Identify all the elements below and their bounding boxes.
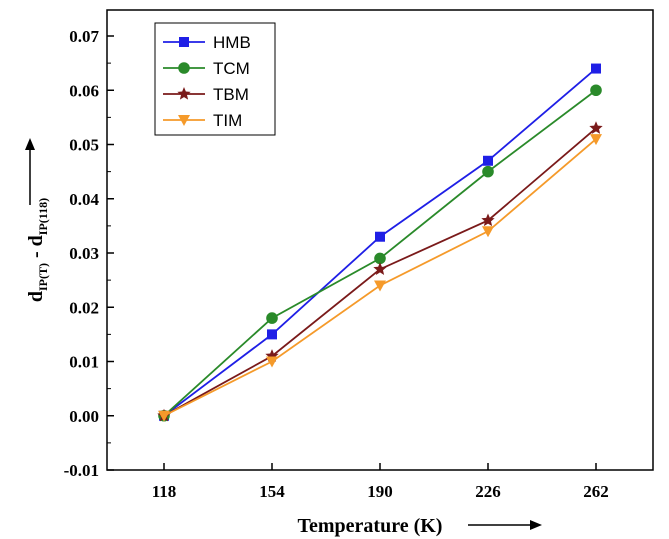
y-axis-title-sub-2: IP(118) xyxy=(36,198,50,235)
x-tick-label: 262 xyxy=(583,482,609,501)
y-axis-arrow xyxy=(25,138,35,205)
x-axis: 118 154 190 226 262 xyxy=(152,463,609,501)
data-point-hmb xyxy=(267,329,277,340)
x-tick-label: 118 xyxy=(152,482,177,501)
y-axis-title-separator: - xyxy=(25,246,47,263)
legend-item-hmb: HMB xyxy=(163,33,251,52)
legend-label-hmb: HMB xyxy=(213,33,251,52)
data-point-tim xyxy=(374,280,386,292)
series-line-tim xyxy=(163,138,597,417)
y-tick-label: -0.01 xyxy=(64,461,99,480)
legend-label-tcm: TCM xyxy=(213,59,250,78)
y-tick-label: 0.06 xyxy=(69,81,99,100)
data-point-tim xyxy=(482,226,494,238)
x-axis-title: Temperature (K) xyxy=(298,515,443,537)
series-layer xyxy=(157,63,603,422)
legend: HMB TCM TBM TIM xyxy=(154,22,276,136)
y-axis: -0.01 0.00 0.01 0.02 0.03 0.04 0.05 0.06 0.07 xyxy=(64,27,114,480)
series-tbm xyxy=(157,121,603,422)
y-tick-label: 0.00 xyxy=(69,407,99,426)
legend-marker-hmb xyxy=(179,37,189,47)
data-point-hmb xyxy=(591,63,601,74)
legend-label-tim: TIM xyxy=(213,111,242,130)
x-tick-label: 226 xyxy=(475,482,501,501)
y-axis-title-main-2: d xyxy=(25,235,47,246)
y-tick-label: 0.02 xyxy=(69,298,99,317)
data-point-tcm xyxy=(374,252,386,265)
y-axis-title-sub-1: IP(T) xyxy=(36,263,50,291)
y-tick-label: 0.01 xyxy=(69,353,99,372)
data-point-tbm xyxy=(373,262,387,275)
data-point-tcm xyxy=(590,84,602,97)
y-axis-title-group: dIP(T) - dIP(118) xyxy=(25,198,50,302)
legend-marker-tcm xyxy=(178,62,190,74)
y-axis-title-main-1: d xyxy=(25,291,47,302)
y-tick-label: 0.05 xyxy=(69,136,99,155)
legend-item-tbm: TBM xyxy=(163,85,249,104)
data-point-tim xyxy=(158,410,170,422)
data-point-tim xyxy=(590,134,602,146)
x-tick-label: 190 xyxy=(367,482,393,501)
data-point-tbm xyxy=(589,121,603,134)
y-tick-label: 0.07 xyxy=(69,27,99,46)
data-point-hmb xyxy=(375,231,385,242)
legend-item-tim: TIM xyxy=(163,111,242,130)
legend-marker-tbm xyxy=(177,87,191,100)
series-tim xyxy=(158,134,602,422)
y-tick-label: 0.03 xyxy=(69,244,99,263)
data-point-tim xyxy=(266,356,278,368)
data-point-hmb xyxy=(483,155,493,166)
data-point-tcm xyxy=(266,312,278,324)
data-point-tbm xyxy=(481,213,495,227)
y-axis-title: dIP(T) - dIP(118) xyxy=(25,198,50,302)
x-axis-arrow xyxy=(468,520,542,530)
data-point-tcm xyxy=(482,165,494,178)
legend-item-tcm: TCM xyxy=(163,59,250,78)
x-tick-label: 154 xyxy=(259,482,285,501)
legend-label-tbm: TBM xyxy=(213,85,249,104)
series-tcm xyxy=(158,84,602,422)
legend-marker-tim xyxy=(178,115,190,126)
y-tick-label: 0.04 xyxy=(69,190,99,209)
